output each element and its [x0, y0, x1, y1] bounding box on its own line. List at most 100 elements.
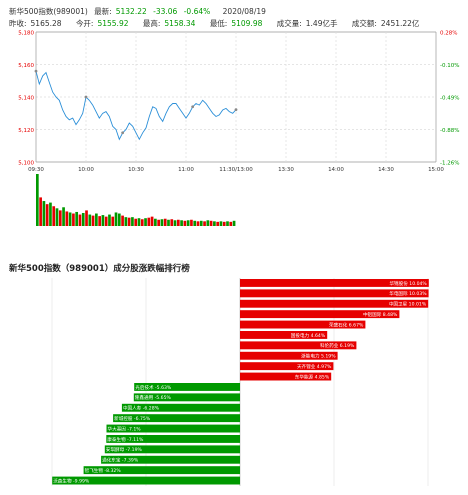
volume-bar [131, 217, 134, 226]
volume-bar [219, 221, 223, 226]
rank-bar-label: 国投电力 4.64% [291, 332, 326, 339]
x-tick-label: 11:00 [178, 167, 194, 173]
rank-bar [240, 362, 334, 371]
rank-bar-label: 光启技术 -5.63% [135, 384, 172, 391]
rank-bar [240, 372, 332, 381]
intraday-line-chart: 5,180 0.28% 5,160 -0.10% 5,140 -0.49% 5,120 -0.… [18, 31, 459, 174]
turnover-label: 成交额: [351, 19, 377, 28]
rank-bar-label: 浙能电力 5.19% [301, 353, 336, 360]
rank-bar [121, 403, 240, 412]
volume-bar [137, 218, 141, 226]
low-value: 5109.98 [231, 19, 263, 28]
rank-bar-label: 安琪酵母 -7.19% [106, 446, 143, 453]
volume-label: 成交量: [276, 19, 302, 28]
rank-bar [240, 289, 429, 298]
volume-bar [111, 216, 115, 226]
volume-bar [39, 197, 42, 226]
volume-bar [144, 218, 147, 226]
x-tick-label: 10:00 [78, 167, 94, 173]
low-label: 最低: [209, 19, 228, 28]
volume-bar [213, 221, 216, 226]
rank-bar-label: 华电国际 10.03% [389, 290, 427, 297]
rank-bar [240, 310, 400, 319]
index-name: 新华500指数(989001) [9, 7, 88, 16]
x-tick-label: 09:30 [28, 167, 44, 173]
turnover-value: 2451.22亿 [380, 19, 420, 28]
volume-bar [72, 213, 75, 226]
volume-bar [88, 214, 92, 226]
volume-bar [183, 220, 187, 226]
rank-bar [106, 424, 240, 433]
rank-bar [52, 476, 241, 485]
volume-bar [176, 219, 180, 226]
volume-bar [216, 221, 220, 226]
volume-bar [108, 214, 111, 226]
rank-bar-label: 中铝国际 8.48% [363, 311, 398, 318]
volume-bar [101, 215, 105, 226]
rank-bar [113, 414, 240, 423]
y-left-tick-label: 5,120 [18, 128, 34, 134]
rank-bar [83, 466, 240, 475]
volume-bar-chart [36, 174, 236, 226]
volume-bar [203, 221, 206, 226]
volume-bar [173, 220, 177, 226]
rank-bar [240, 341, 357, 350]
y-right-tick-label: -0.10% [440, 63, 459, 69]
volume-bar [124, 217, 128, 226]
volume-bar [81, 213, 85, 226]
rank-bar-label: 科伦药业 6.19% [320, 342, 355, 349]
volume-bar [45, 204, 49, 226]
rank-bar [134, 383, 240, 391]
volume-bar [180, 220, 183, 226]
rank-bar-label: 沃森生物 -9.99% [53, 477, 90, 484]
volume-bar [147, 217, 151, 226]
rank-bar-label: 东华能源 4.85% [295, 373, 330, 380]
y-right-tick-label: -1.26% [440, 161, 459, 167]
rank-bar [240, 299, 429, 308]
volume-bar [42, 201, 46, 226]
rank-bar-label: 华锦股份 10.04% [389, 280, 427, 287]
volume-bar [36, 174, 39, 226]
price-line [35, 71, 237, 141]
prev-close-value: 5165.28 [30, 19, 62, 28]
volume-bar [222, 221, 226, 226]
volume-bar [95, 213, 98, 226]
rank-bar-label: 通化东宝 -7.39% [102, 457, 139, 464]
price-marker [34, 69, 38, 73]
x-tick-label: 14:30 [378, 167, 394, 173]
rank-bar-label: 荣盛石化 6.67% [329, 321, 364, 328]
high-value: 5158.34 [164, 19, 196, 28]
rank-bar [240, 279, 429, 287]
quote-date: 2020/08/19 [222, 7, 266, 16]
volume-bar [52, 206, 56, 226]
rank-bar-label: 隆鑫通用 -5.65% [135, 394, 172, 401]
rank-bar-label: 中国卫星 10.01% [389, 301, 427, 308]
volume-bar [170, 219, 174, 226]
x-tick-label: 11:30/13:00 [219, 167, 253, 173]
volume-bar [114, 212, 118, 226]
rank-bar-label: 智飞生物 -8.32% [85, 467, 122, 474]
rank-bar [240, 351, 338, 360]
rank-bar [133, 393, 240, 402]
price-marker [84, 95, 88, 99]
x-tick-label: 10:30 [128, 167, 144, 173]
prev-close-label: 昨收: [9, 19, 27, 28]
volume-bar [154, 218, 157, 226]
y-left-tick-label: 5,140 [18, 96, 34, 102]
volume-bar [75, 211, 79, 226]
ranking-bar-chart: 华锦股份 10.04% 华电国际 10.03% 中国卫星 10.01% 中铝国际 8.… [51, 278, 429, 486]
price-marker [191, 105, 195, 109]
latest-label: 最新: [94, 7, 112, 16]
rank-bar [106, 435, 240, 443]
price-marker [121, 131, 125, 135]
y-left-tick-label: 5,160 [18, 63, 34, 69]
volume-bar [127, 217, 131, 226]
volume-bar [104, 216, 108, 226]
y-right-tick-label: -0.49% [440, 96, 459, 102]
volume-bar [190, 219, 193, 226]
volume-bar [199, 220, 203, 226]
rank-bar-label: 华大基因 -7.1% [108, 425, 142, 432]
volume-bar [186, 220, 190, 226]
rank-bar-label: 中国人寿 -6.28% [123, 405, 160, 412]
volume-bar [157, 219, 160, 226]
